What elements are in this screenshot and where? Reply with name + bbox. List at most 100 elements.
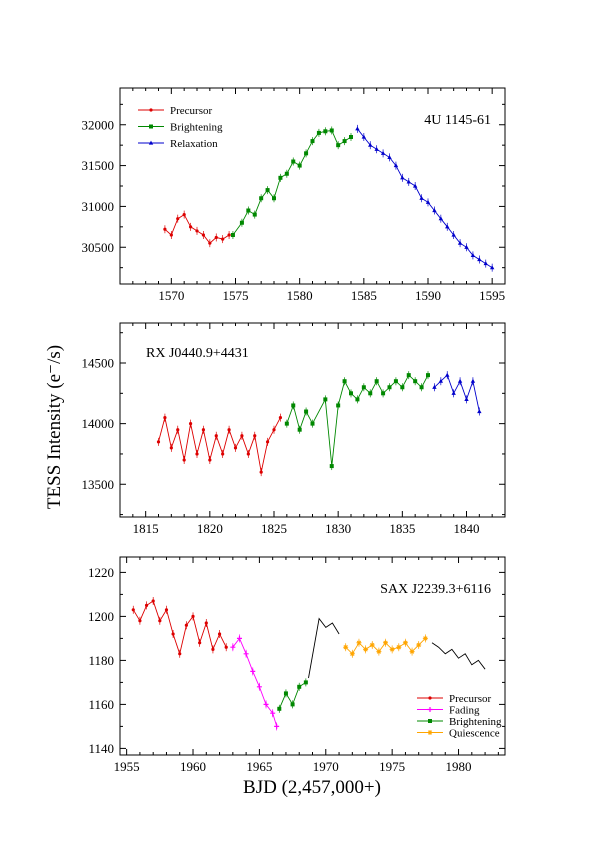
data-point xyxy=(243,651,249,657)
data-point xyxy=(184,623,188,627)
data-point xyxy=(402,640,408,646)
data-point xyxy=(250,668,256,674)
series-line xyxy=(434,374,480,412)
legend-marker xyxy=(428,719,432,723)
x-tick-label: 1980 xyxy=(446,759,472,774)
data-point xyxy=(217,632,222,636)
data-point xyxy=(342,379,347,384)
legend-marker xyxy=(149,108,153,112)
series-line xyxy=(357,128,493,269)
data-point xyxy=(329,128,334,133)
data-point xyxy=(343,644,349,650)
data-point xyxy=(363,646,369,652)
data-point xyxy=(182,212,186,217)
data-point xyxy=(297,163,302,168)
data-point xyxy=(387,385,392,390)
data-point xyxy=(374,146,379,151)
data-point xyxy=(246,452,250,456)
x-tick-label: 1965 xyxy=(246,759,272,774)
x-tick-label: 1955 xyxy=(114,759,140,774)
data-point xyxy=(457,378,463,383)
data-point xyxy=(163,227,167,231)
data-point xyxy=(406,373,411,378)
x-tick-label: 1570 xyxy=(158,288,184,303)
series-precursor-0 xyxy=(131,597,228,658)
data-point xyxy=(221,452,225,456)
data-point xyxy=(477,409,482,414)
data-point xyxy=(361,385,366,390)
data-point xyxy=(389,646,395,652)
data-point xyxy=(272,428,276,432)
data-point xyxy=(438,216,444,221)
data-point xyxy=(374,379,379,384)
data-point xyxy=(409,649,415,655)
data-point xyxy=(151,599,155,603)
y-tick-label: 1160 xyxy=(88,697,114,712)
data-point xyxy=(188,422,193,426)
data-point xyxy=(208,241,212,245)
legend-label: Relaxation xyxy=(170,138,218,150)
x-tick-label: 1815 xyxy=(133,521,159,536)
data-point xyxy=(413,379,418,384)
data-point xyxy=(425,199,431,204)
data-point xyxy=(158,619,162,623)
data-point xyxy=(278,175,283,180)
x-tick-label: 1840 xyxy=(454,521,480,536)
legend-marker xyxy=(427,730,433,735)
series-unlabeled-2 xyxy=(432,371,482,416)
x-tick-label: 1970 xyxy=(313,759,339,774)
data-point xyxy=(355,126,360,131)
data-point xyxy=(419,195,424,200)
legend-label: Fading xyxy=(449,705,480,717)
data-point xyxy=(284,171,289,176)
data-point xyxy=(349,391,353,396)
series-line xyxy=(286,374,429,467)
data-point xyxy=(369,642,375,648)
data-point xyxy=(445,224,450,229)
series-fading-1 xyxy=(230,634,280,731)
data-point xyxy=(224,645,228,649)
data-point xyxy=(208,458,212,462)
data-point xyxy=(178,652,182,656)
data-point xyxy=(240,434,244,438)
data-point xyxy=(163,415,167,420)
x-tick-label: 1835 xyxy=(389,521,415,536)
data-point xyxy=(171,632,175,636)
data-point xyxy=(304,151,309,156)
data-point xyxy=(304,409,309,414)
data-point xyxy=(380,150,386,155)
data-point xyxy=(263,701,269,707)
x-tick-label: 1585 xyxy=(351,288,377,303)
data-point xyxy=(383,640,389,646)
x-tick-label: 1590 xyxy=(415,288,441,303)
data-point xyxy=(214,235,218,240)
data-point xyxy=(376,649,382,655)
series-quiescence-4 xyxy=(343,634,428,658)
data-point xyxy=(246,208,251,213)
data-point xyxy=(176,217,180,221)
data-point xyxy=(253,434,257,438)
data-point xyxy=(349,651,355,657)
data-point xyxy=(297,427,302,432)
data-point xyxy=(297,684,302,689)
series-line xyxy=(132,600,227,656)
data-point xyxy=(457,240,463,245)
data-point xyxy=(368,142,373,147)
data-point xyxy=(400,175,405,180)
data-point xyxy=(198,641,202,645)
y-tick-label: 1180 xyxy=(88,653,114,668)
panel-2: 1815 1820 1825 1830 1835 1840 13500 14000 14500 R… xyxy=(82,322,506,536)
x-tick-label: 1975 xyxy=(379,759,405,774)
data-point xyxy=(176,428,180,432)
data-point xyxy=(278,415,283,420)
series-line xyxy=(232,130,352,236)
data-point xyxy=(310,421,315,426)
data-point xyxy=(211,647,215,652)
data-point xyxy=(438,378,444,383)
x-tick-label: 1825 xyxy=(261,521,287,536)
legend-marker xyxy=(149,124,153,129)
series-unlabeled-3 xyxy=(308,617,340,679)
data-point xyxy=(310,139,315,144)
data-point xyxy=(432,208,437,213)
y-tick-label: 1200 xyxy=(88,609,114,624)
